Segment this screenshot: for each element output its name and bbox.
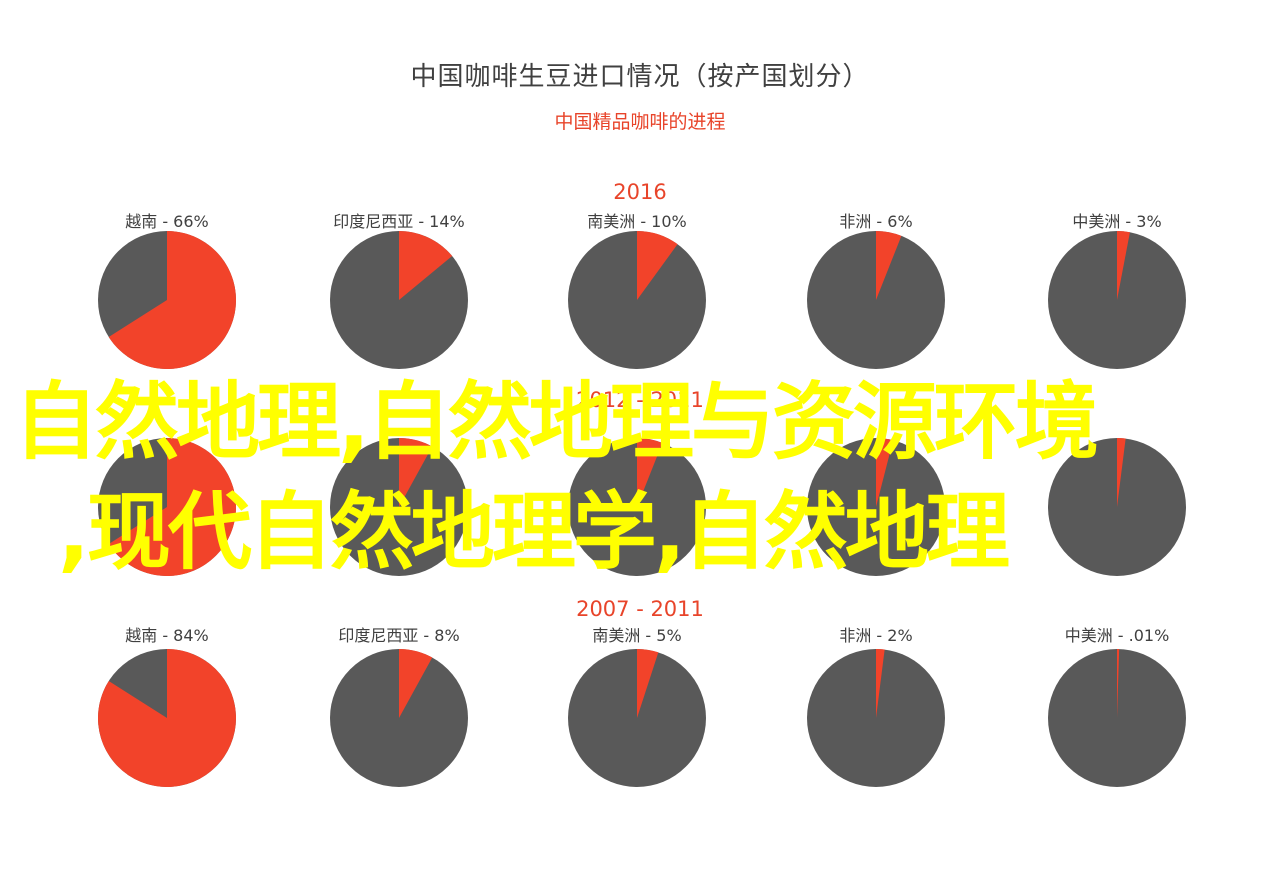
overlay-banner-line-2: ,现代自然地理学,自然地理 [58,483,1010,581]
pie-1-3-slice [876,438,894,507]
period-label-2016: 2016 [613,180,667,204]
pie-0-4-slice [1117,231,1130,300]
pie-1-0-slice [108,438,236,576]
pie-0-1-label: 印度尼西亚 - 14% [333,212,465,231]
pie-2-3-slice [876,649,885,718]
period-label-middle: 2012 - 2011 [576,388,704,412]
pie-0-1-slice [399,231,453,300]
pie-2-2-slice [637,649,659,718]
pie-0-0-slice [108,231,236,369]
pie-0-3-label: 非洲 - 6% [839,212,913,231]
pie-0-3-slice [876,231,902,300]
pie-2-0-slice [97,649,236,787]
overlay-banner-line-1: 自然地理,自然地理与资源环境 [14,373,1099,471]
pie-2-2-label: 南美洲 - 5% [592,626,682,645]
pie-2-4-slice [1117,648,1120,718]
pie-0-4-label: 中美洲 - 3% [1072,212,1162,231]
chart-subtitle: 中国精品咖啡的进程 [554,111,726,133]
pie-2-3-label: 非洲 - 2% [839,626,913,645]
pie-2-1-label: 印度尼西亚 - 8% [338,626,460,645]
pie-2-4-label: 中美洲 - .01% [1064,626,1170,645]
pie-2-1-slice [399,649,433,718]
chart-title: 中国咖啡生豆进口情况（按产国划分） [410,62,870,92]
period-label-2007-2011: 2007 - 2011 [576,597,704,621]
pie-0-0-label: 越南 - 66% [125,212,209,231]
pie-1-2-slice [637,438,663,507]
pie-0-2-slice [637,231,678,300]
pie-1-4-slice [1117,437,1126,507]
pie-1-1-slice [399,438,433,507]
pie-0-2-label: 南美洲 - 10% [587,212,687,231]
pie-2-0-label: 越南 - 84% [125,626,209,645]
